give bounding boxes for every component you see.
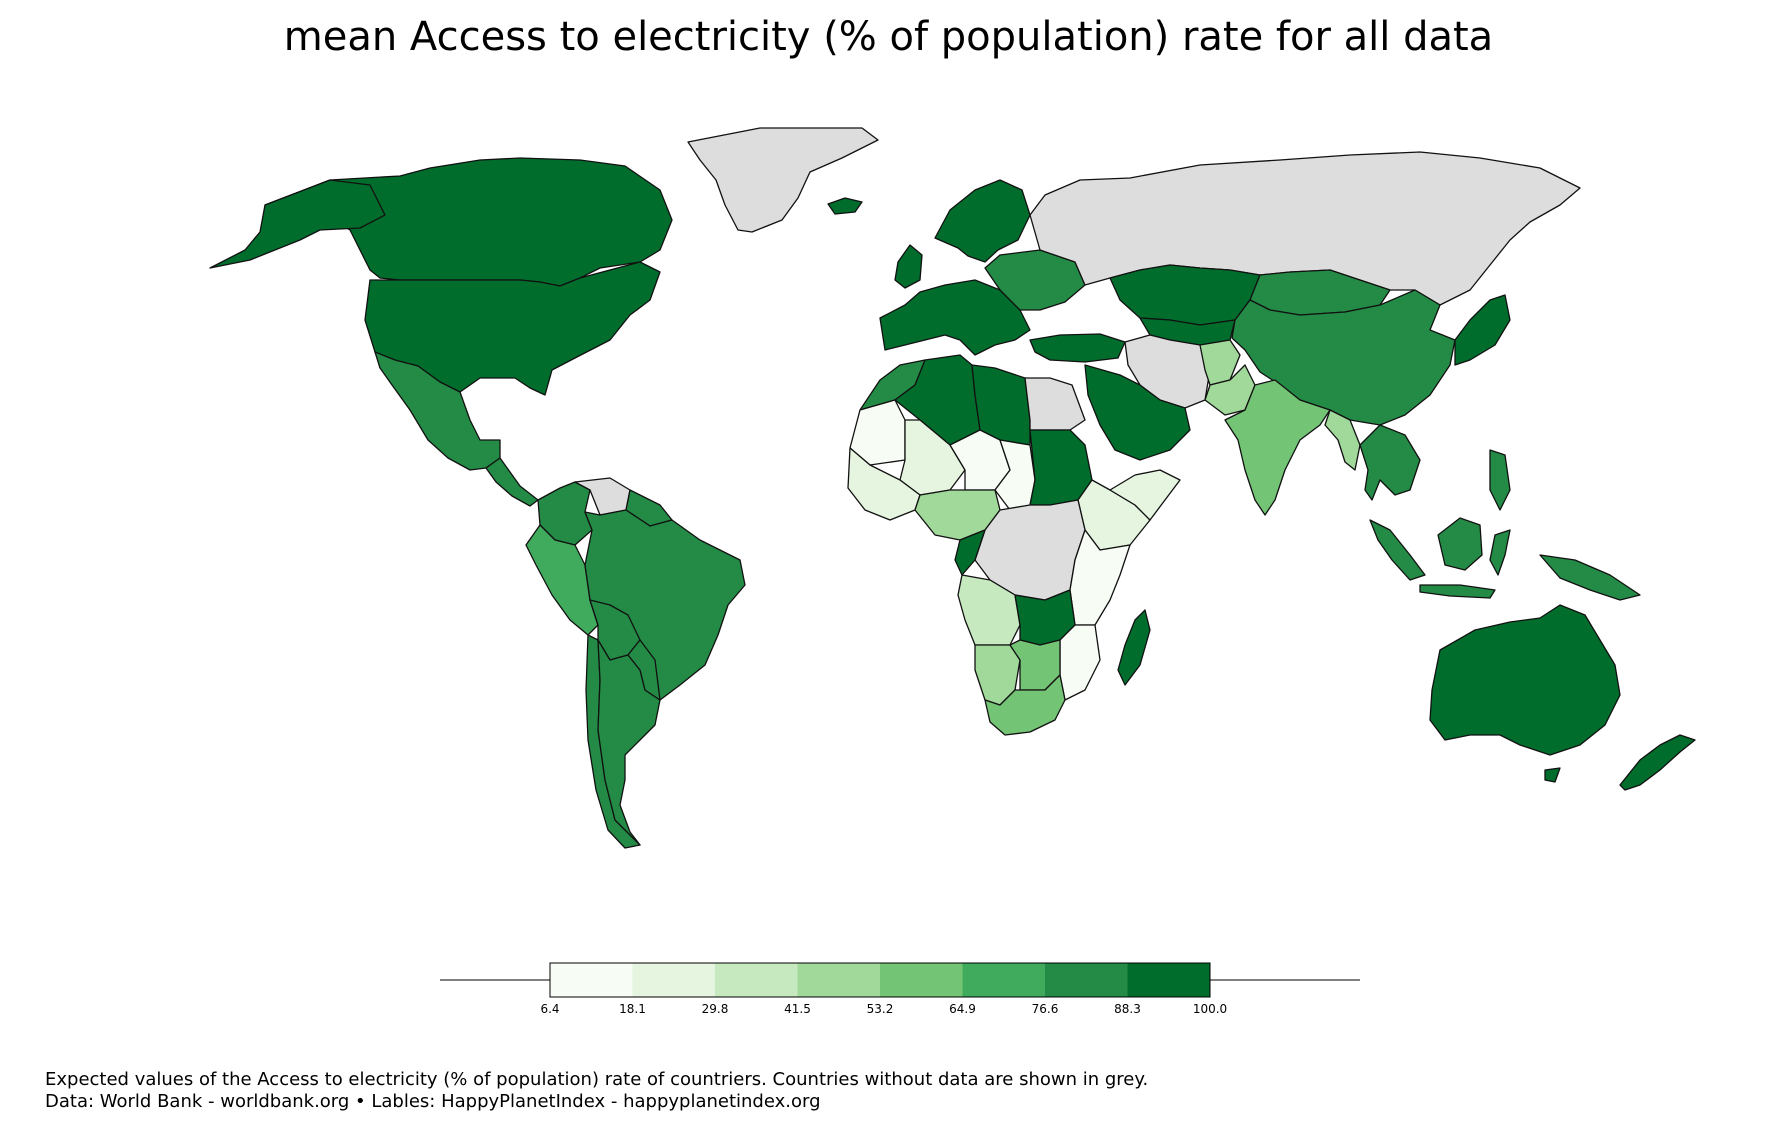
- region-east-africa: [1069, 529, 1131, 626]
- region-mozambique: [1059, 624, 1101, 701]
- region-korea-japan: [1454, 294, 1511, 366]
- colorbar-tick-label: 6.4: [540, 1002, 559, 1016]
- region-central-america: [485, 457, 539, 507]
- colorbar: 6.4 18.1 29.8 41.5 53.2 64.9 76.6 88.3 100.0: [440, 962, 1360, 1016]
- region-china: [1231, 289, 1456, 426]
- region-saudi-arabia: [1084, 364, 1191, 461]
- region-philippines: [1489, 449, 1511, 511]
- colorbar-swatch-7: [1127, 963, 1210, 997]
- region-greenland: [687, 127, 879, 233]
- region-australia: [1429, 604, 1621, 756]
- region-turkey: [1029, 333, 1126, 363]
- region-horn-of-africa: [1109, 469, 1181, 521]
- footer-source: Data: World Bank - worldbank.org • Lable…: [45, 1091, 821, 1112]
- map-title: mean Access to electricity (% of populat…: [283, 14, 1494, 60]
- world-choropleth-map: [209, 127, 1696, 849]
- region-uruguay-paraguay: [627, 639, 661, 701]
- region-gabon: [954, 529, 986, 576]
- region-southeast-asia: [1359, 424, 1421, 501]
- region-borneo: [1437, 517, 1483, 571]
- colorbar-tick-label: 41.5: [784, 1002, 811, 1016]
- colorbar-swatch-4: [880, 963, 963, 997]
- region-tasmania: [1544, 767, 1561, 783]
- region-iceland: [827, 197, 863, 215]
- region-egypt: [1024, 377, 1086, 431]
- colorbar-tick-label: 29.8: [702, 1002, 729, 1016]
- colorbar-swatch-5: [962, 963, 1045, 997]
- region-south-africa: [984, 674, 1066, 736]
- footer: Expected values of the Access to electri…: [45, 1069, 1148, 1113]
- region-sulawesi: [1489, 529, 1511, 576]
- colorbar-swatches: [550, 963, 1210, 997]
- colorbar-tick-label: 88.3: [1114, 1002, 1141, 1016]
- colorbar-ticks: 6.4 18.1 29.8 41.5 53.2 64.9 76.6 88.3 100.0: [540, 1002, 1227, 1016]
- region-sumatra: [1369, 519, 1426, 581]
- region-papua-new-guinea: [1539, 554, 1641, 601]
- colorbar-swatch-6: [1045, 963, 1128, 997]
- region-british-isles: [894, 244, 923, 289]
- region-myanmar: [1324, 409, 1361, 471]
- colorbar-tick-label: 64.9: [949, 1002, 976, 1016]
- region-java: [1419, 584, 1496, 599]
- colorbar-tick-label: 100.0: [1193, 1002, 1227, 1016]
- region-western-europe: [879, 279, 1031, 356]
- colorbar-swatch-3: [797, 963, 880, 997]
- region-madagascar: [1117, 609, 1151, 686]
- colorbar-tick-label: 53.2: [867, 1002, 894, 1016]
- colorbar-tick-label: 76.6: [1032, 1002, 1059, 1016]
- region-alaska: [209, 179, 386, 269]
- colorbar-frame: [549, 962, 1211, 998]
- region-peru: [525, 524, 599, 636]
- colorbar-swatch-1: [632, 963, 715, 997]
- colorbar-swatch-2: [715, 963, 798, 997]
- region-scandinavia: [934, 179, 1031, 263]
- colorbar-swatch-0: [550, 963, 633, 997]
- footer-description: Expected values of the Access to electri…: [45, 1069, 1149, 1090]
- region-india: [1224, 379, 1331, 516]
- region-new-zealand: [1619, 734, 1696, 791]
- colorbar-tick-label: 18.1: [619, 1002, 646, 1016]
